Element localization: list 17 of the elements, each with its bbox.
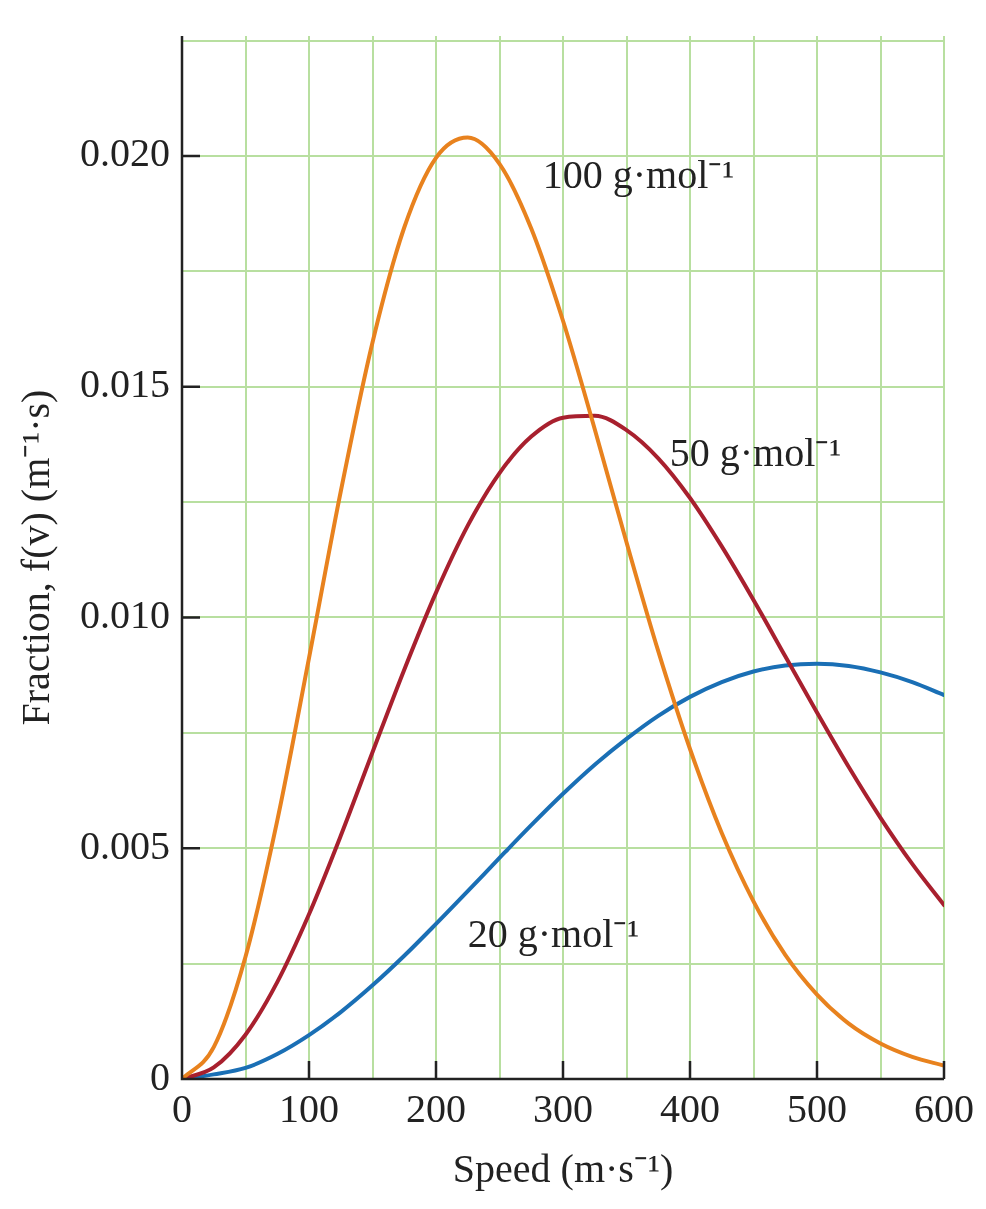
y-tick-label: 0 bbox=[150, 1053, 170, 1099]
y-tick-label: 0.010 bbox=[80, 592, 170, 637]
y-tick-label: 0.005 bbox=[80, 822, 170, 868]
x-tick-label: 200 bbox=[406, 1085, 466, 1131]
series-label: 50 g·mol⁻¹ bbox=[669, 430, 842, 476]
x-tick-label: 600 bbox=[914, 1085, 974, 1131]
x-tick-label: 500 bbox=[787, 1085, 847, 1131]
x-tick-label: 100 bbox=[279, 1085, 339, 1131]
y-axis-title: Fraction, f(v) (m⁻¹·s) bbox=[12, 389, 58, 726]
x-tick-label: 400 bbox=[660, 1085, 720, 1131]
y-tick-label: 0.015 bbox=[80, 361, 170, 407]
line-series bbox=[182, 135, 944, 1079]
x-tick-label: 300 bbox=[533, 1085, 593, 1131]
y-tick-label: 0.020 bbox=[80, 130, 170, 176]
x-axis-title: Speed (m·s⁻¹) bbox=[452, 1145, 674, 1191]
series-label: 20 g·mol⁻¹ bbox=[467, 910, 640, 956]
series-label: 100 g·mol⁻¹ bbox=[542, 152, 735, 198]
